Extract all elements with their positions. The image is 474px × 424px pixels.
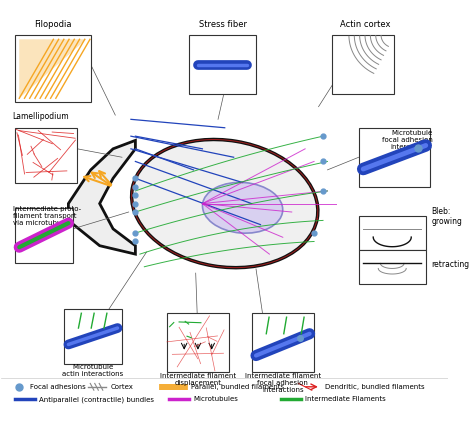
- Text: Antiparallel (contractile) bundles: Antiparallel (contractile) bundles: [39, 396, 155, 403]
- FancyBboxPatch shape: [15, 35, 91, 103]
- FancyBboxPatch shape: [332, 35, 394, 94]
- Text: Parallel, bundled filaments: Parallel, bundled filaments: [191, 384, 284, 390]
- FancyBboxPatch shape: [15, 128, 77, 182]
- Text: Actin cortex: Actin cortex: [340, 20, 391, 29]
- FancyBboxPatch shape: [189, 35, 256, 94]
- Text: Intermediate Filaments: Intermediate Filaments: [305, 396, 386, 402]
- FancyBboxPatch shape: [64, 309, 122, 364]
- Text: Intermediate proto-
filament transport
via microtubules: Intermediate proto- filament transport v…: [12, 206, 81, 226]
- Text: Filopodia: Filopodia: [34, 20, 72, 29]
- Text: Intermediate filament
focal adhesion
interactions: Intermediate filament focal adhesion int…: [245, 373, 321, 393]
- FancyBboxPatch shape: [359, 250, 426, 284]
- FancyBboxPatch shape: [252, 313, 314, 372]
- FancyBboxPatch shape: [359, 128, 430, 187]
- Text: Bleb:
growing: Bleb: growing: [431, 206, 463, 226]
- Ellipse shape: [202, 182, 283, 233]
- Text: Cortex: Cortex: [111, 384, 134, 390]
- Text: retracting: retracting: [431, 260, 470, 269]
- Polygon shape: [68, 140, 136, 254]
- FancyBboxPatch shape: [167, 313, 229, 372]
- Text: Microtubules: Microtubules: [193, 396, 238, 402]
- Text: Lamellipodium: Lamellipodium: [12, 112, 69, 121]
- Text: Dendritic, bundled filaments: Dendritic, bundled filaments: [325, 384, 425, 390]
- Text: Microtubule
actin interactions: Microtubule actin interactions: [63, 365, 124, 377]
- FancyBboxPatch shape: [359, 216, 426, 250]
- Text: Focal adhesions: Focal adhesions: [30, 384, 86, 390]
- Text: Stress fiber: Stress fiber: [199, 20, 246, 29]
- Polygon shape: [19, 39, 86, 98]
- Text: Microtubule
focal adhesion
interactions: Microtubule focal adhesion interactions: [382, 130, 432, 150]
- Ellipse shape: [132, 139, 318, 268]
- Text: Intermediate filament
displacement: Intermediate filament displacement: [160, 373, 236, 386]
- FancyBboxPatch shape: [15, 208, 73, 262]
